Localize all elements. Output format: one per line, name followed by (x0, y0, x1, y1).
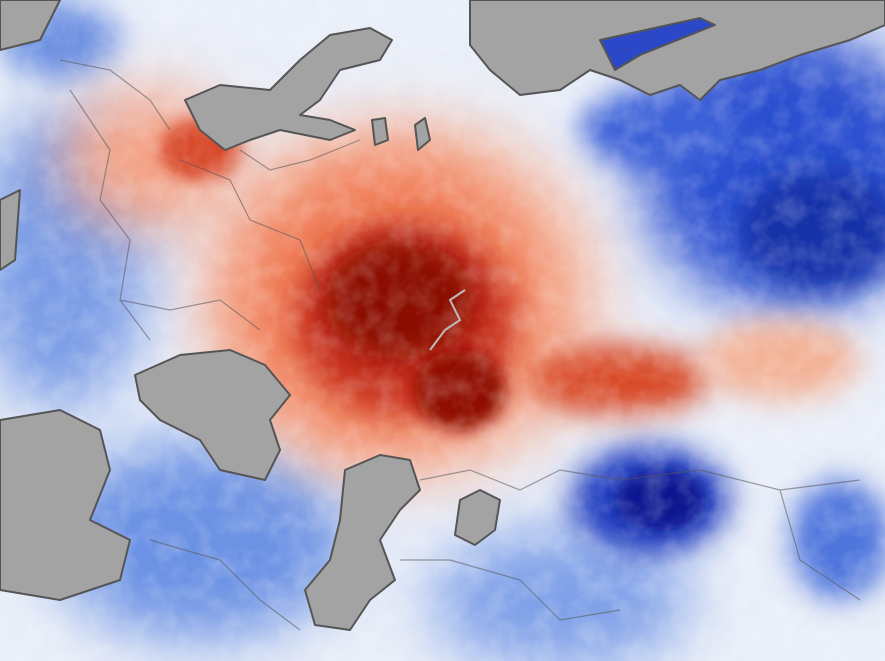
border (149, 539, 301, 631)
border (419, 469, 861, 491)
border (239, 139, 361, 171)
border (779, 489, 861, 601)
water-bodies (0, 0, 885, 631)
border (69, 89, 151, 341)
border (400, 559, 621, 621)
arctic-ocean (469, 0, 885, 101)
novaya-zemlya (599, 17, 716, 71)
borders (59, 59, 861, 631)
border (59, 59, 171, 131)
north-sea (0, 0, 61, 51)
black-sea (134, 349, 291, 481)
lake (371, 117, 389, 146)
caspian-sea (304, 454, 421, 631)
border (179, 159, 321, 291)
adriatic-sea (0, 189, 21, 271)
mediterranean-sea (0, 409, 131, 601)
baltic-sea (184, 27, 393, 151)
lake (414, 117, 431, 151)
border (119, 299, 261, 331)
aral-sea (454, 489, 501, 546)
reservoir (429, 289, 466, 351)
